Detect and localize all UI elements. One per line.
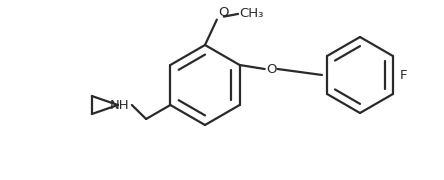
Text: O: O xyxy=(267,62,277,75)
Text: NH: NH xyxy=(110,98,130,111)
Text: O: O xyxy=(218,6,228,19)
Text: CH₃: CH₃ xyxy=(239,7,263,20)
Text: F: F xyxy=(400,69,408,82)
